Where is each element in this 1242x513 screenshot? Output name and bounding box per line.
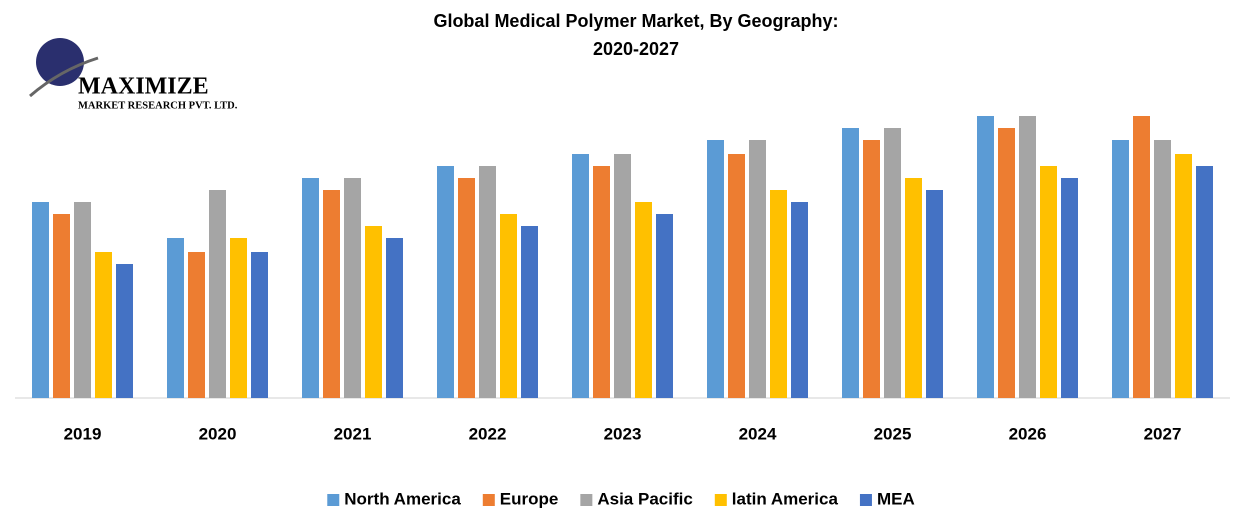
legend-swatch xyxy=(327,494,340,506)
bar xyxy=(1196,166,1213,398)
bar xyxy=(479,166,496,398)
bar xyxy=(32,202,49,398)
bar xyxy=(251,252,268,398)
bar xyxy=(1112,140,1129,398)
legend-label: North America xyxy=(344,489,461,508)
bar xyxy=(572,154,589,398)
bar xyxy=(791,202,808,398)
bar xyxy=(884,128,901,398)
legend-swatch xyxy=(482,494,495,506)
bar xyxy=(437,166,454,398)
bar xyxy=(749,140,766,398)
logo: MAXIMIZE MARKET RESEARCH PVT. LTD. xyxy=(29,38,238,111)
bar xyxy=(344,178,361,398)
bar xyxy=(116,264,133,398)
x-tick-label: 2019 xyxy=(64,424,102,443)
bar xyxy=(842,128,859,398)
bar xyxy=(1133,116,1150,398)
bar xyxy=(656,214,673,398)
bar xyxy=(230,238,247,398)
bar xyxy=(1040,166,1057,398)
bar xyxy=(593,166,610,398)
bar xyxy=(386,238,403,398)
bar xyxy=(728,154,745,398)
legend-swatch xyxy=(580,494,593,506)
x-tick-label: 2026 xyxy=(1009,424,1047,443)
x-tick-label: 2025 xyxy=(874,424,912,443)
bar xyxy=(635,202,652,398)
legend-swatch xyxy=(859,494,872,506)
bar xyxy=(770,190,787,398)
bar xyxy=(521,226,538,398)
legend-label: MEA xyxy=(877,489,915,508)
bar xyxy=(458,178,475,398)
bar xyxy=(95,252,112,398)
logo-swoosh xyxy=(29,56,99,98)
bar xyxy=(1154,140,1171,398)
bar xyxy=(188,252,205,398)
bar xyxy=(323,190,340,398)
bar xyxy=(1061,178,1078,398)
bar xyxy=(53,214,70,398)
bar xyxy=(614,154,631,398)
bar xyxy=(167,238,184,398)
bar xyxy=(863,140,880,398)
bar xyxy=(926,190,943,398)
chart-title: Global Medical Polymer Market, By Geogra… xyxy=(433,11,838,31)
chart-subtitle: 2020-2027 xyxy=(593,39,679,59)
x-tick-label: 2027 xyxy=(1144,424,1182,443)
bar xyxy=(707,140,724,398)
bar xyxy=(302,178,319,398)
x-tick-label: 2024 xyxy=(739,424,777,443)
logo-name: MAXIMIZE xyxy=(78,74,209,100)
x-tick-label: 2021 xyxy=(334,424,372,443)
legend-label: Asia Pacific xyxy=(597,489,692,508)
x-tick-label: 2022 xyxy=(469,424,507,443)
legend-label: Europe xyxy=(500,489,559,508)
bar xyxy=(998,128,1015,398)
bar xyxy=(977,116,994,398)
bar xyxy=(905,178,922,398)
bar xyxy=(1019,116,1036,398)
logo-globe xyxy=(36,38,84,86)
bar xyxy=(500,214,517,398)
x-tick-label: 2023 xyxy=(604,424,642,443)
bar xyxy=(209,190,226,398)
logo-tagline: MARKET RESEARCH PVT. LTD. xyxy=(78,100,238,111)
bar xyxy=(74,202,91,398)
x-tick-label: 2020 xyxy=(199,424,237,443)
bar xyxy=(1175,154,1192,398)
legend-label: latin America xyxy=(732,489,839,508)
bar xyxy=(365,226,382,398)
legend-swatch xyxy=(714,494,727,506)
